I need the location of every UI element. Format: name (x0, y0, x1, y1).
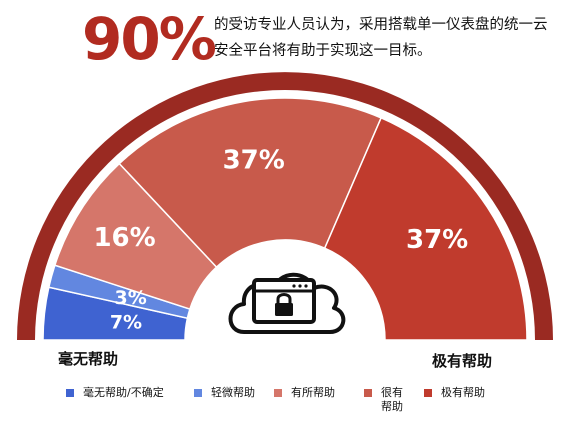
legend-label: 轻微帮助 (211, 386, 255, 399)
donut-segment (323, 116, 528, 341)
segment-value-label: 3% (115, 287, 147, 309)
legend-swatch (364, 389, 372, 397)
legend-swatch (66, 389, 74, 397)
legend-label: 毫无帮助/不确定 (83, 386, 164, 399)
scale-start-label: 毫无帮助 (58, 350, 119, 368)
chart-legend: 毫无帮助/不确定 轻微帮助 有所帮助 很有 帮助 极有帮助 (64, 386, 544, 422)
donut-segment (118, 97, 383, 269)
legend-label: 有所帮助 (291, 386, 335, 399)
legend-label: 很有 帮助 (381, 386, 403, 413)
legend-label: 极有帮助 (441, 386, 485, 399)
legend-swatch (424, 389, 432, 397)
scale-end-label: 极有帮助 (432, 352, 493, 370)
segment-value-label: 16% (93, 223, 155, 253)
cloud-lock-icon (228, 272, 346, 334)
legend-item: 轻微帮助 (194, 386, 255, 400)
legend-item: 极有帮助 (424, 386, 485, 400)
legend-item: 有所帮助 (274, 386, 335, 400)
headline-percentage: 90% (82, 5, 217, 73)
segment-value-label: 37% (406, 225, 468, 255)
legend-item: 毫无帮助/不确定 (66, 386, 164, 400)
legend-swatch (194, 389, 202, 397)
headline-caption: 的受访专业人员认为，采用搭载单一仪表盘的统一云安全平台将有助于实现这一目标。 (214, 17, 548, 59)
legend-item: 很有 帮助 (364, 386, 403, 414)
segment-value-label: 7% (110, 311, 142, 333)
legend-swatch (274, 389, 282, 397)
segment-value-label: 37% (223, 146, 285, 176)
